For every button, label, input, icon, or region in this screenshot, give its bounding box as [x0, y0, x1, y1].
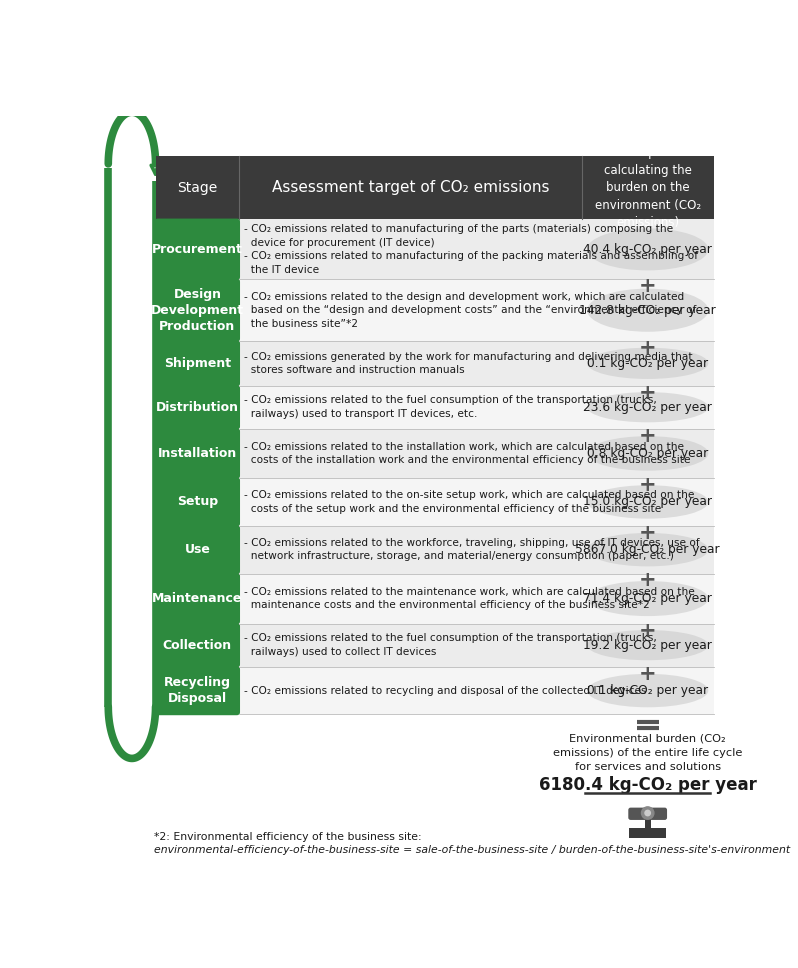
- FancyBboxPatch shape: [239, 526, 582, 573]
- FancyBboxPatch shape: [582, 341, 713, 385]
- FancyBboxPatch shape: [582, 526, 713, 573]
- FancyBboxPatch shape: [582, 667, 713, 714]
- Text: Shipment: Shipment: [164, 357, 231, 370]
- Text: Procurement: Procurement: [152, 243, 243, 256]
- FancyBboxPatch shape: [155, 219, 240, 280]
- Text: +: +: [639, 664, 657, 683]
- Text: Maintenance: Maintenance: [152, 592, 243, 605]
- FancyBboxPatch shape: [239, 667, 582, 714]
- Text: *2: Environmental efficiency of the business site:: *2: Environmental efficiency of the busi…: [154, 832, 421, 842]
- FancyBboxPatch shape: [155, 340, 240, 386]
- Text: - CO₂ emissions related to the workforce, traveling, shipping, use of IT devices: - CO₂ emissions related to the workforce…: [244, 538, 700, 561]
- Text: - CO₂ emissions related to the maintenance work, which are calculated based on t: - CO₂ emissions related to the maintenan…: [244, 587, 694, 611]
- Text: +: +: [639, 338, 657, 358]
- Text: - CO₂ emissions related to manufacturing of the parts (materials) composing the
: - CO₂ emissions related to manufacturing…: [244, 224, 698, 275]
- Ellipse shape: [587, 348, 709, 378]
- Text: +: +: [639, 276, 657, 296]
- Circle shape: [645, 810, 650, 816]
- FancyBboxPatch shape: [239, 573, 582, 623]
- FancyBboxPatch shape: [155, 622, 240, 668]
- Text: Environmental burden (CO₂
emissions) of the entire life cycle
for services and s: Environmental burden (CO₂ emissions) of …: [553, 734, 742, 771]
- Text: - CO₂ emissions related to the fuel consumption of the transportation (trucks,
 : - CO₂ emissions related to the fuel cons…: [244, 395, 657, 419]
- FancyBboxPatch shape: [155, 525, 240, 574]
- Text: - CO₂ emissions related to recycling and disposal of the collected IT devices: - CO₂ emissions related to recycling and…: [244, 685, 646, 696]
- Text: 0.1 kg-CO₂ per year: 0.1 kg-CO₂ per year: [587, 357, 709, 370]
- FancyBboxPatch shape: [239, 385, 582, 429]
- FancyBboxPatch shape: [155, 477, 240, 527]
- Text: - CO₂ emissions related to the fuel consumption of the transportation (trucks,
 : - CO₂ emissions related to the fuel cons…: [244, 633, 657, 657]
- FancyBboxPatch shape: [239, 429, 582, 478]
- FancyBboxPatch shape: [582, 385, 713, 429]
- Text: environmental-efficiency-of-the-business-site = sale-of-the-business-site / burd: environmental-efficiency-of-the-business…: [154, 844, 790, 855]
- Ellipse shape: [587, 437, 709, 470]
- Text: 71.4 kg-CO₂ per year: 71.4 kg-CO₂ per year: [583, 592, 712, 605]
- Text: Use: Use: [184, 543, 211, 557]
- Text: Assessment target of CO₂ emissions: Assessment target of CO₂ emissions: [272, 180, 549, 196]
- Text: - CO₂ emissions related to the on-site setup work, which are calculated based on: - CO₂ emissions related to the on-site s…: [244, 490, 694, 514]
- FancyBboxPatch shape: [239, 280, 582, 341]
- FancyBboxPatch shape: [629, 829, 666, 837]
- FancyBboxPatch shape: [582, 220, 713, 280]
- Text: 6180.4 kg-CO₂ per year: 6180.4 kg-CO₂ per year: [539, 775, 757, 794]
- Text: - CO₂ emissions generated by the work for manufacturing and delivering media tha: - CO₂ emissions generated by the work fo…: [244, 351, 693, 376]
- Ellipse shape: [587, 288, 709, 332]
- Text: Setup: Setup: [177, 496, 218, 508]
- FancyBboxPatch shape: [582, 280, 713, 341]
- Text: Collection: Collection: [163, 639, 232, 651]
- FancyBboxPatch shape: [582, 478, 713, 526]
- Ellipse shape: [587, 630, 709, 660]
- Ellipse shape: [587, 485, 709, 519]
- Ellipse shape: [587, 674, 709, 708]
- FancyBboxPatch shape: [582, 573, 713, 623]
- Text: +: +: [639, 620, 657, 641]
- Ellipse shape: [587, 581, 709, 616]
- FancyBboxPatch shape: [239, 341, 582, 385]
- Text: +: +: [639, 475, 657, 495]
- FancyBboxPatch shape: [155, 666, 240, 715]
- Text: +: +: [639, 382, 657, 403]
- FancyBboxPatch shape: [155, 385, 240, 430]
- FancyBboxPatch shape: [645, 816, 651, 829]
- Text: +: +: [639, 570, 657, 590]
- FancyBboxPatch shape: [156, 156, 713, 220]
- Ellipse shape: [587, 533, 709, 566]
- Text: Design
Development
Production: Design Development Production: [151, 287, 244, 333]
- Text: 19.2 kg-CO₂ per year: 19.2 kg-CO₂ per year: [583, 639, 712, 651]
- Text: 15.0 kg-CO₂ per year: 15.0 kg-CO₂ per year: [583, 496, 712, 508]
- Text: - CO₂ emissions related to the installation work, which are calculated based on : - CO₂ emissions related to the installat…: [244, 441, 690, 466]
- FancyBboxPatch shape: [155, 573, 240, 624]
- Text: 0.1 kg-CO₂ per year: 0.1 kg-CO₂ per year: [587, 684, 709, 697]
- Text: Installation: Installation: [158, 447, 237, 460]
- Text: Example of
calculating the
burden on the
environment (CO₂
emissions): Example of calculating the burden on the…: [595, 146, 701, 229]
- FancyBboxPatch shape: [155, 428, 240, 479]
- Text: 5867.0 kg-CO₂ per year: 5867.0 kg-CO₂ per year: [575, 543, 720, 557]
- Ellipse shape: [587, 228, 709, 270]
- FancyBboxPatch shape: [239, 220, 582, 280]
- FancyBboxPatch shape: [628, 807, 667, 820]
- FancyBboxPatch shape: [582, 429, 713, 478]
- Text: 40.4 kg-CO₂ per year: 40.4 kg-CO₂ per year: [583, 243, 712, 256]
- FancyBboxPatch shape: [239, 478, 582, 526]
- FancyBboxPatch shape: [582, 623, 713, 667]
- FancyBboxPatch shape: [239, 623, 582, 667]
- Text: - CO₂ emissions related to the design and development work, which are calculated: - CO₂ emissions related to the design an…: [244, 291, 697, 329]
- Circle shape: [642, 807, 654, 819]
- FancyBboxPatch shape: [155, 279, 240, 342]
- Text: 0.8 kg-CO₂ per year: 0.8 kg-CO₂ per year: [587, 447, 709, 460]
- Text: 23.6 kg-CO₂ per year: 23.6 kg-CO₂ per year: [583, 401, 712, 413]
- Ellipse shape: [587, 392, 709, 422]
- Text: Stage: Stage: [177, 181, 218, 195]
- Text: +: +: [639, 426, 657, 445]
- Text: +: +: [639, 523, 657, 543]
- Text: Distribution: Distribution: [156, 401, 239, 413]
- Text: 142.8 kg-CO₂ per year: 142.8 kg-CO₂ per year: [579, 304, 716, 317]
- Text: Recycling
Disposal: Recycling Disposal: [164, 676, 231, 705]
